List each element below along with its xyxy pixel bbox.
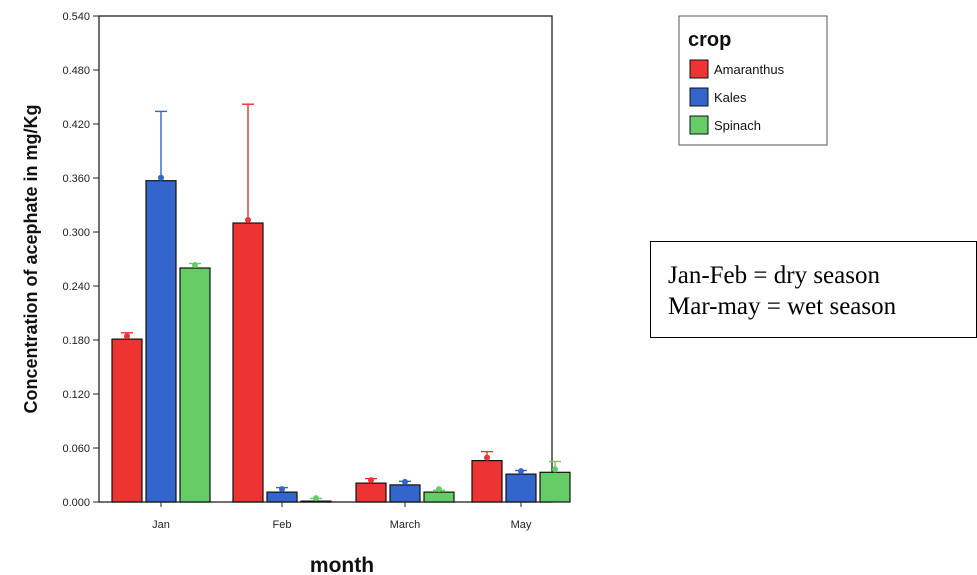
x-axis: Jan Feb March May [152, 502, 532, 531]
mean-marker [245, 217, 251, 223]
y-tick-label: 0.540 [62, 11, 90, 23]
x-axis-title: month [310, 554, 374, 575]
mean-marker [279, 486, 285, 493]
bar [389, 484, 421, 503]
y-axis-title: Concentration of acephate in mg/Kg [21, 104, 41, 413]
y-tick-label: 0.300 [62, 227, 90, 239]
mean-marker [436, 486, 442, 493]
bar [111, 338, 143, 503]
x-tick-label: May [511, 519, 532, 531]
mean-marker [518, 468, 524, 475]
season-note-line-wet: Mar-may = wet season [668, 293, 897, 320]
mean-marker [313, 495, 319, 502]
bars [111, 103, 571, 503]
legend-label: Spinach [714, 118, 761, 133]
bar [300, 500, 332, 503]
legend: crop Amaranthus Kales Spinach [678, 15, 828, 146]
legend-label: Amaranthus [714, 62, 785, 77]
mean-marker [124, 333, 130, 340]
season-note-line-dry: Jan-Feb = dry season [668, 262, 880, 289]
legend-swatch [689, 115, 709, 135]
y-tick-label: 0.120 [62, 389, 90, 401]
mean-marker [484, 454, 490, 461]
mean-marker [192, 262, 198, 268]
mean-marker [402, 478, 408, 485]
season-note-box: Jan-Feb = dry season Mar-may = wet seaso… [650, 241, 977, 338]
mean-marker [552, 466, 558, 473]
y-tick-label: 0.360 [62, 173, 90, 185]
bar [232, 222, 264, 503]
legend-label: Kales [714, 90, 747, 105]
mean-marker [368, 477, 374, 484]
bar [505, 473, 537, 503]
bar [179, 267, 211, 503]
bar [145, 180, 177, 503]
legend-swatch [689, 59, 709, 79]
bar [355, 482, 387, 503]
x-tick-label: Jan [152, 519, 170, 531]
legend-swatch [689, 87, 709, 107]
bar [539, 471, 571, 503]
bar [423, 491, 455, 503]
y-tick-label: 0.480 [62, 65, 90, 77]
x-tick-label: March [390, 519, 421, 531]
legend-title: crop [688, 29, 731, 51]
y-tick-label: 0.000 [62, 497, 90, 509]
y-tick-label: 0.420 [62, 119, 90, 131]
x-tick-label: Feb [273, 519, 292, 531]
bar [266, 491, 298, 503]
y-tick-label: 0.060 [62, 443, 90, 455]
y-tick-label: 0.240 [62, 281, 90, 293]
y-tick-label: 0.180 [62, 335, 90, 347]
y-axis: 0.000 0.060 0.120 0.180 0.240 0.300 0.360 0.420… [62, 11, 99, 509]
mean-marker [158, 174, 164, 181]
bar [471, 460, 503, 503]
